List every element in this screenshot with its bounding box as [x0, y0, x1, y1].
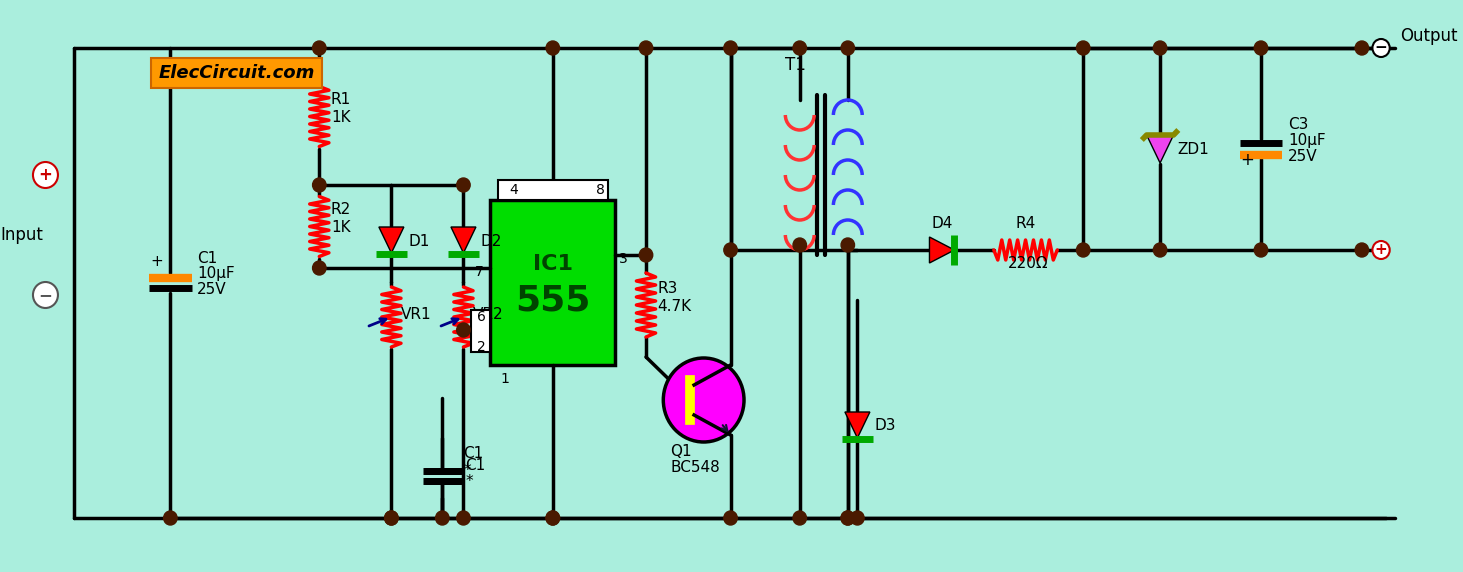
Text: +: +	[1375, 243, 1387, 257]
Text: 1K: 1K	[331, 110, 351, 125]
Bar	[497, 180, 607, 200]
Circle shape	[456, 323, 470, 337]
Circle shape	[546, 511, 559, 525]
Text: 220Ω: 220Ω	[1008, 256, 1049, 271]
Text: 4: 4	[509, 183, 518, 197]
Text: +: +	[151, 254, 164, 269]
Text: 10μF: 10μF	[1287, 133, 1325, 148]
Circle shape	[639, 41, 652, 55]
Text: D4: D4	[932, 216, 952, 231]
Circle shape	[793, 41, 806, 55]
Text: C1: C1	[198, 251, 218, 266]
Circle shape	[841, 511, 854, 525]
Text: D1: D1	[408, 235, 430, 249]
Text: ZD1: ZD1	[1178, 141, 1208, 157]
Text: −: −	[38, 286, 53, 304]
Circle shape	[639, 248, 652, 262]
Text: D2: D2	[481, 235, 502, 249]
Bar	[471, 310, 490, 352]
Circle shape	[724, 243, 737, 257]
Circle shape	[313, 41, 326, 55]
Text: *: *	[464, 463, 471, 478]
Text: +: +	[38, 166, 53, 184]
Text: ElecCircuit.com: ElecCircuit.com	[158, 64, 315, 82]
Circle shape	[1153, 243, 1167, 257]
Circle shape	[724, 511, 737, 525]
Circle shape	[793, 511, 806, 525]
Circle shape	[663, 358, 745, 442]
Circle shape	[546, 41, 559, 55]
Text: IC1: IC1	[533, 255, 573, 275]
Text: R4: R4	[1015, 216, 1036, 231]
Circle shape	[313, 261, 326, 275]
Polygon shape	[1147, 135, 1173, 163]
Text: C1: C1	[465, 458, 486, 473]
Text: C3: C3	[1287, 117, 1308, 132]
Text: 3: 3	[619, 252, 628, 266]
Polygon shape	[929, 237, 954, 263]
Polygon shape	[379, 227, 404, 253]
Circle shape	[164, 511, 177, 525]
Polygon shape	[846, 412, 870, 438]
Text: 555: 555	[515, 284, 591, 317]
Text: VR1: VR1	[401, 307, 432, 322]
Text: 2: 2	[477, 340, 486, 354]
Circle shape	[436, 511, 449, 525]
Text: 25V: 25V	[1287, 149, 1318, 164]
Text: R2: R2	[331, 202, 351, 217]
Text: R3: R3	[657, 281, 677, 296]
Text: Output: Output	[1400, 27, 1457, 45]
Circle shape	[385, 511, 398, 525]
Circle shape	[1372, 39, 1390, 57]
Bar	[490, 200, 616, 365]
Circle shape	[841, 511, 854, 525]
Text: 25V: 25V	[198, 282, 227, 297]
Text: 1: 1	[500, 372, 509, 386]
Circle shape	[793, 238, 806, 252]
Text: BC548: BC548	[670, 460, 720, 475]
Text: D3: D3	[875, 418, 897, 432]
Circle shape	[34, 162, 59, 188]
Circle shape	[313, 178, 326, 192]
Text: T1: T1	[784, 56, 805, 74]
Circle shape	[1254, 243, 1268, 257]
Text: 8: 8	[595, 183, 604, 197]
Circle shape	[456, 178, 470, 192]
Circle shape	[1355, 243, 1368, 257]
Text: R1: R1	[331, 93, 351, 108]
Circle shape	[546, 511, 559, 525]
Polygon shape	[451, 227, 475, 253]
Circle shape	[385, 511, 398, 525]
Circle shape	[850, 511, 865, 525]
Text: *: *	[465, 474, 473, 489]
Text: 10μF: 10μF	[198, 266, 236, 281]
Circle shape	[456, 511, 470, 525]
Circle shape	[34, 282, 59, 308]
Text: 1K: 1K	[331, 220, 351, 236]
Circle shape	[841, 41, 854, 55]
Text: Input: Input	[0, 226, 42, 244]
Circle shape	[1372, 241, 1390, 259]
Circle shape	[1077, 243, 1090, 257]
Text: VR2: VR2	[473, 307, 503, 322]
Text: 6: 6	[477, 310, 486, 324]
Text: Q1: Q1	[670, 444, 692, 459]
Text: C1: C1	[464, 446, 484, 461]
Text: 4.7K: 4.7K	[657, 299, 692, 314]
Text: −: −	[1375, 41, 1387, 55]
Circle shape	[1355, 41, 1368, 55]
Circle shape	[1254, 41, 1268, 55]
Circle shape	[1153, 41, 1167, 55]
Circle shape	[1077, 41, 1090, 55]
Text: 7: 7	[474, 265, 483, 279]
Bar	[151, 58, 322, 88]
Text: +: +	[1241, 151, 1254, 169]
Circle shape	[724, 41, 737, 55]
Circle shape	[841, 238, 854, 252]
